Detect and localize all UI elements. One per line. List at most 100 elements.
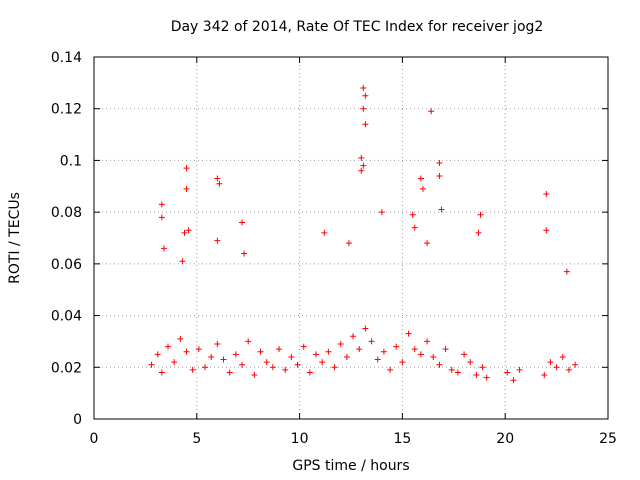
data-point (477, 211, 484, 218)
data-point (424, 338, 431, 345)
data-point (362, 92, 369, 99)
data-point (436, 361, 443, 368)
y-tick-label: 0.08 (51, 205, 82, 221)
data-point (461, 351, 468, 358)
data-point (282, 366, 289, 373)
data-point (306, 369, 313, 376)
data-point (543, 191, 550, 198)
data-point (356, 346, 363, 353)
grid-lines (94, 57, 608, 419)
data-point (374, 356, 381, 363)
data-point (148, 361, 155, 368)
data-point (276, 346, 283, 353)
data-point (360, 85, 367, 92)
data-point (360, 162, 367, 169)
data-point (269, 364, 276, 371)
tick-labels: 0 5 10 15 20 25 0 0.02 0.04 0.06 0.08 0.1 0.12 0.14 (51, 50, 617, 447)
data-point (177, 335, 184, 342)
data-point (572, 361, 579, 368)
data-point (160, 245, 167, 252)
data-point (216, 180, 223, 187)
y-tick-label: 0 (73, 412, 82, 428)
axis-ticks (93, 56, 609, 420)
data-point (185, 227, 192, 234)
data-point (263, 359, 270, 366)
data-point (393, 343, 400, 350)
plot-frame (93, 56, 609, 420)
data-point (510, 377, 517, 384)
data-point (417, 175, 424, 182)
data-point (436, 172, 443, 179)
data-point (345, 240, 352, 247)
data-point (300, 343, 307, 350)
data-point (208, 353, 215, 360)
x-tick-label: 0 (90, 431, 99, 447)
data-point (232, 351, 239, 358)
data-point (165, 343, 172, 350)
data-point (358, 154, 365, 161)
x-tick-label: 15 (393, 431, 411, 447)
data-point (553, 364, 560, 371)
data-point (565, 366, 572, 373)
data-point (430, 353, 437, 360)
y-tick-label: 0.06 (51, 257, 82, 273)
data-point (368, 338, 375, 345)
chart-title: Day 342 of 2014, Rate Of TEC Index for r… (171, 19, 544, 35)
y-tick-label: 0.02 (51, 360, 82, 376)
data-point (183, 165, 190, 172)
data-point (241, 250, 248, 257)
data-point (183, 348, 190, 355)
data-point (504, 369, 511, 376)
data-point (405, 330, 412, 337)
data-point (473, 372, 480, 379)
data-point (214, 175, 221, 182)
x-tick-label: 5 (192, 431, 201, 447)
data-point (195, 346, 202, 353)
y-tick-label: 0.12 (51, 102, 82, 118)
data-point (189, 366, 196, 373)
data-point (257, 348, 264, 355)
data-point (360, 105, 367, 112)
data-point (331, 364, 338, 371)
y-axis-title: ROTI / TECUs (7, 192, 23, 284)
data-point (362, 325, 369, 332)
data-point (411, 346, 418, 353)
data-point (171, 359, 178, 366)
data-point (343, 353, 350, 360)
data-point (158, 201, 165, 208)
y-tick-label: 0.1 (60, 153, 82, 169)
data-point (220, 356, 227, 363)
data-point (181, 229, 188, 236)
data-point (337, 341, 344, 348)
data-point (380, 348, 387, 355)
data-point (226, 369, 233, 376)
data-point (158, 369, 165, 376)
x-tick-label: 25 (599, 431, 617, 447)
data-point (438, 206, 445, 213)
data-point (294, 361, 301, 368)
data-point (543, 227, 550, 234)
data-point (559, 353, 566, 360)
data-point (409, 211, 416, 218)
data-point (424, 240, 431, 247)
data-point (516, 366, 523, 373)
data-point (239, 361, 246, 368)
x-tick-label: 20 (496, 431, 514, 447)
data-point (428, 108, 435, 115)
data-point (214, 237, 221, 244)
data-points (148, 85, 579, 384)
data-point (158, 214, 165, 221)
y-tick-label: 0.14 (51, 50, 82, 66)
x-tick-label: 10 (291, 431, 309, 447)
data-point (154, 351, 161, 358)
data-point (417, 351, 424, 358)
data-point (245, 338, 252, 345)
data-point (442, 346, 449, 353)
data-point (467, 359, 474, 366)
data-point (479, 364, 486, 371)
data-point (358, 167, 365, 174)
data-point (399, 359, 406, 366)
data-point (448, 366, 455, 373)
data-point (387, 366, 394, 373)
